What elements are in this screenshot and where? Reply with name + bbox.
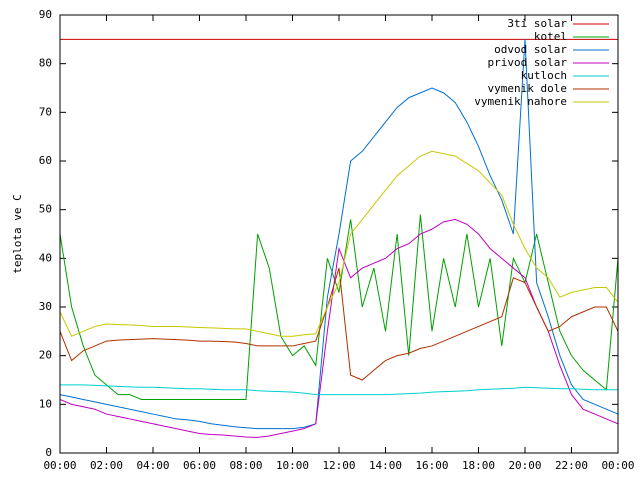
y-tick-label: 30 (39, 300, 52, 313)
x-tick-label: 14:00 (369, 459, 402, 472)
x-tick-label: 20:00 (508, 459, 541, 472)
x-tick-label: 22:00 (555, 459, 588, 472)
y-tick-label: 70 (39, 105, 52, 118)
legend-label: vymenik nahore (474, 95, 567, 108)
data-line (59, 218, 619, 438)
plot-border (59, 14, 619, 454)
y-tick-label: 20 (39, 349, 52, 362)
y-tick-label: 10 (39, 397, 52, 410)
data-line (59, 39, 619, 430)
x-tick-label: 10:00 (276, 459, 309, 472)
legend-label: kotel (534, 30, 567, 43)
legend-label: privod solar (488, 56, 568, 69)
x-tick-label: 04:00 (136, 459, 169, 472)
legend-label: kutloch (521, 69, 567, 82)
y-tick-label: 50 (39, 203, 52, 216)
legend-label: vymenik dole (488, 82, 567, 95)
y-tick-label: 80 (39, 57, 52, 70)
y-axis-label: teplota ve C (11, 194, 24, 273)
x-tick-label: 00:00 (43, 459, 76, 472)
x-tick-label: 06:00 (183, 459, 216, 472)
legend-label: 3ti solar (507, 17, 567, 30)
data-line (59, 267, 619, 381)
y-tick-label: 0 (45, 446, 52, 459)
x-tick-label: 12:00 (322, 459, 355, 472)
y-tick-label: 40 (39, 251, 52, 264)
x-tick-label: 08:00 (229, 459, 262, 472)
data-line (59, 150, 619, 337)
x-tick-label: 18:00 (462, 459, 495, 472)
y-tick-label: 90 (39, 8, 52, 21)
data-line (60, 384, 618, 396)
legend-label: odvod solar (494, 43, 567, 56)
x-tick-label: 00:00 (601, 459, 634, 472)
x-tick-label: 16:00 (415, 459, 448, 472)
x-tick-label: 02:00 (90, 459, 123, 472)
y-tick-label: 60 (39, 154, 52, 167)
